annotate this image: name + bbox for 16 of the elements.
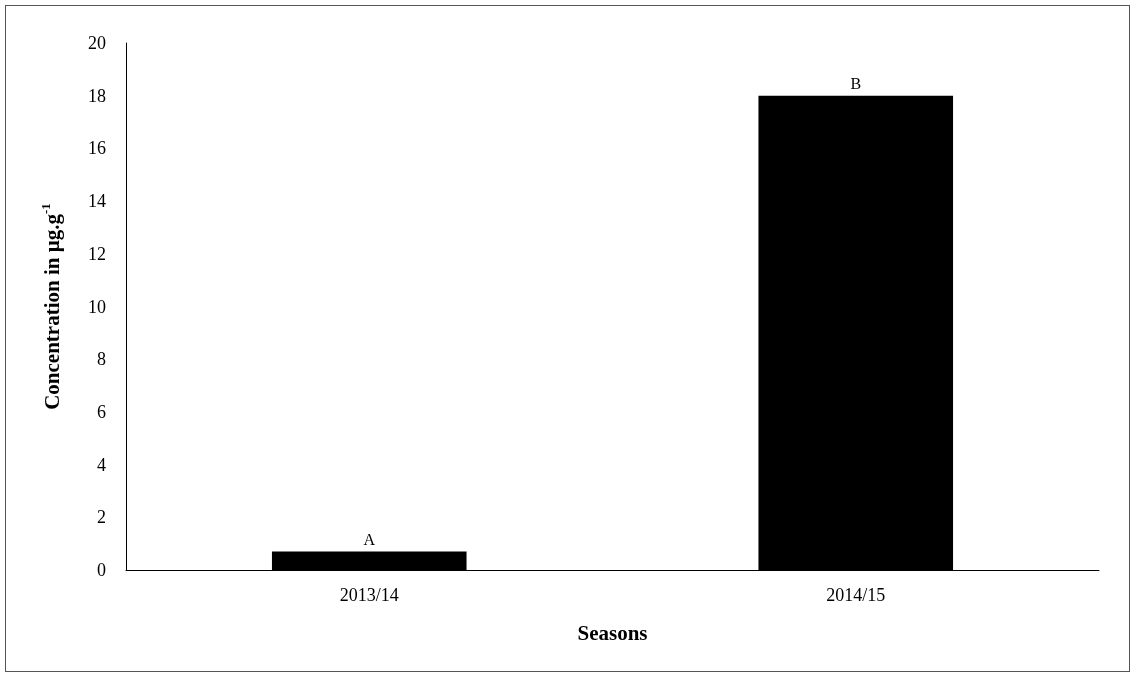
y-tick-label: 0 [97, 560, 106, 580]
x-tick-label: 2014/15 [826, 585, 886, 605]
y-tick-label: 10 [88, 296, 106, 317]
annotation: A [363, 531, 376, 549]
y-tick-label: 4 [97, 454, 106, 475]
x-axis-title: Seasons [577, 620, 648, 645]
annotation: B [850, 75, 862, 93]
y-tick-label: 12 [88, 243, 106, 264]
x-tick-label: 2013/14 [339, 585, 399, 605]
y-tick-label: 8 [97, 349, 106, 370]
y-tick-label: 18 [88, 85, 106, 106]
y-tick-label: 2 [97, 507, 106, 528]
y-tick-label: 14 [88, 191, 106, 212]
y-tick-label: 16 [88, 138, 106, 159]
y-tick-label: 20 [88, 33, 106, 53]
y-tick-label: 6 [97, 401, 106, 422]
